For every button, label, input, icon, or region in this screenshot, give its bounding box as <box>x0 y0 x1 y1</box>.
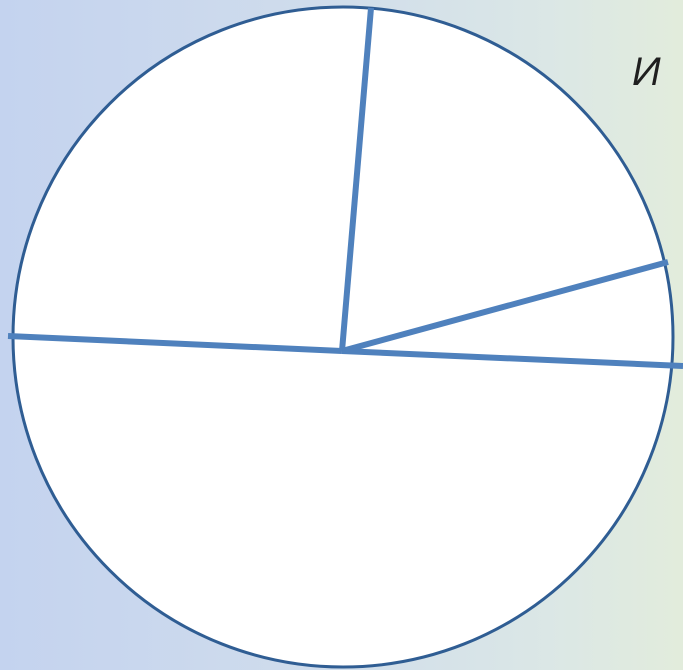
partial-text: И <box>632 50 661 94</box>
divider-line-top <box>339 7 374 352</box>
divider-line-left <box>7 333 343 354</box>
divider-line-right <box>341 348 683 369</box>
divider-line-upper-right <box>341 259 669 354</box>
